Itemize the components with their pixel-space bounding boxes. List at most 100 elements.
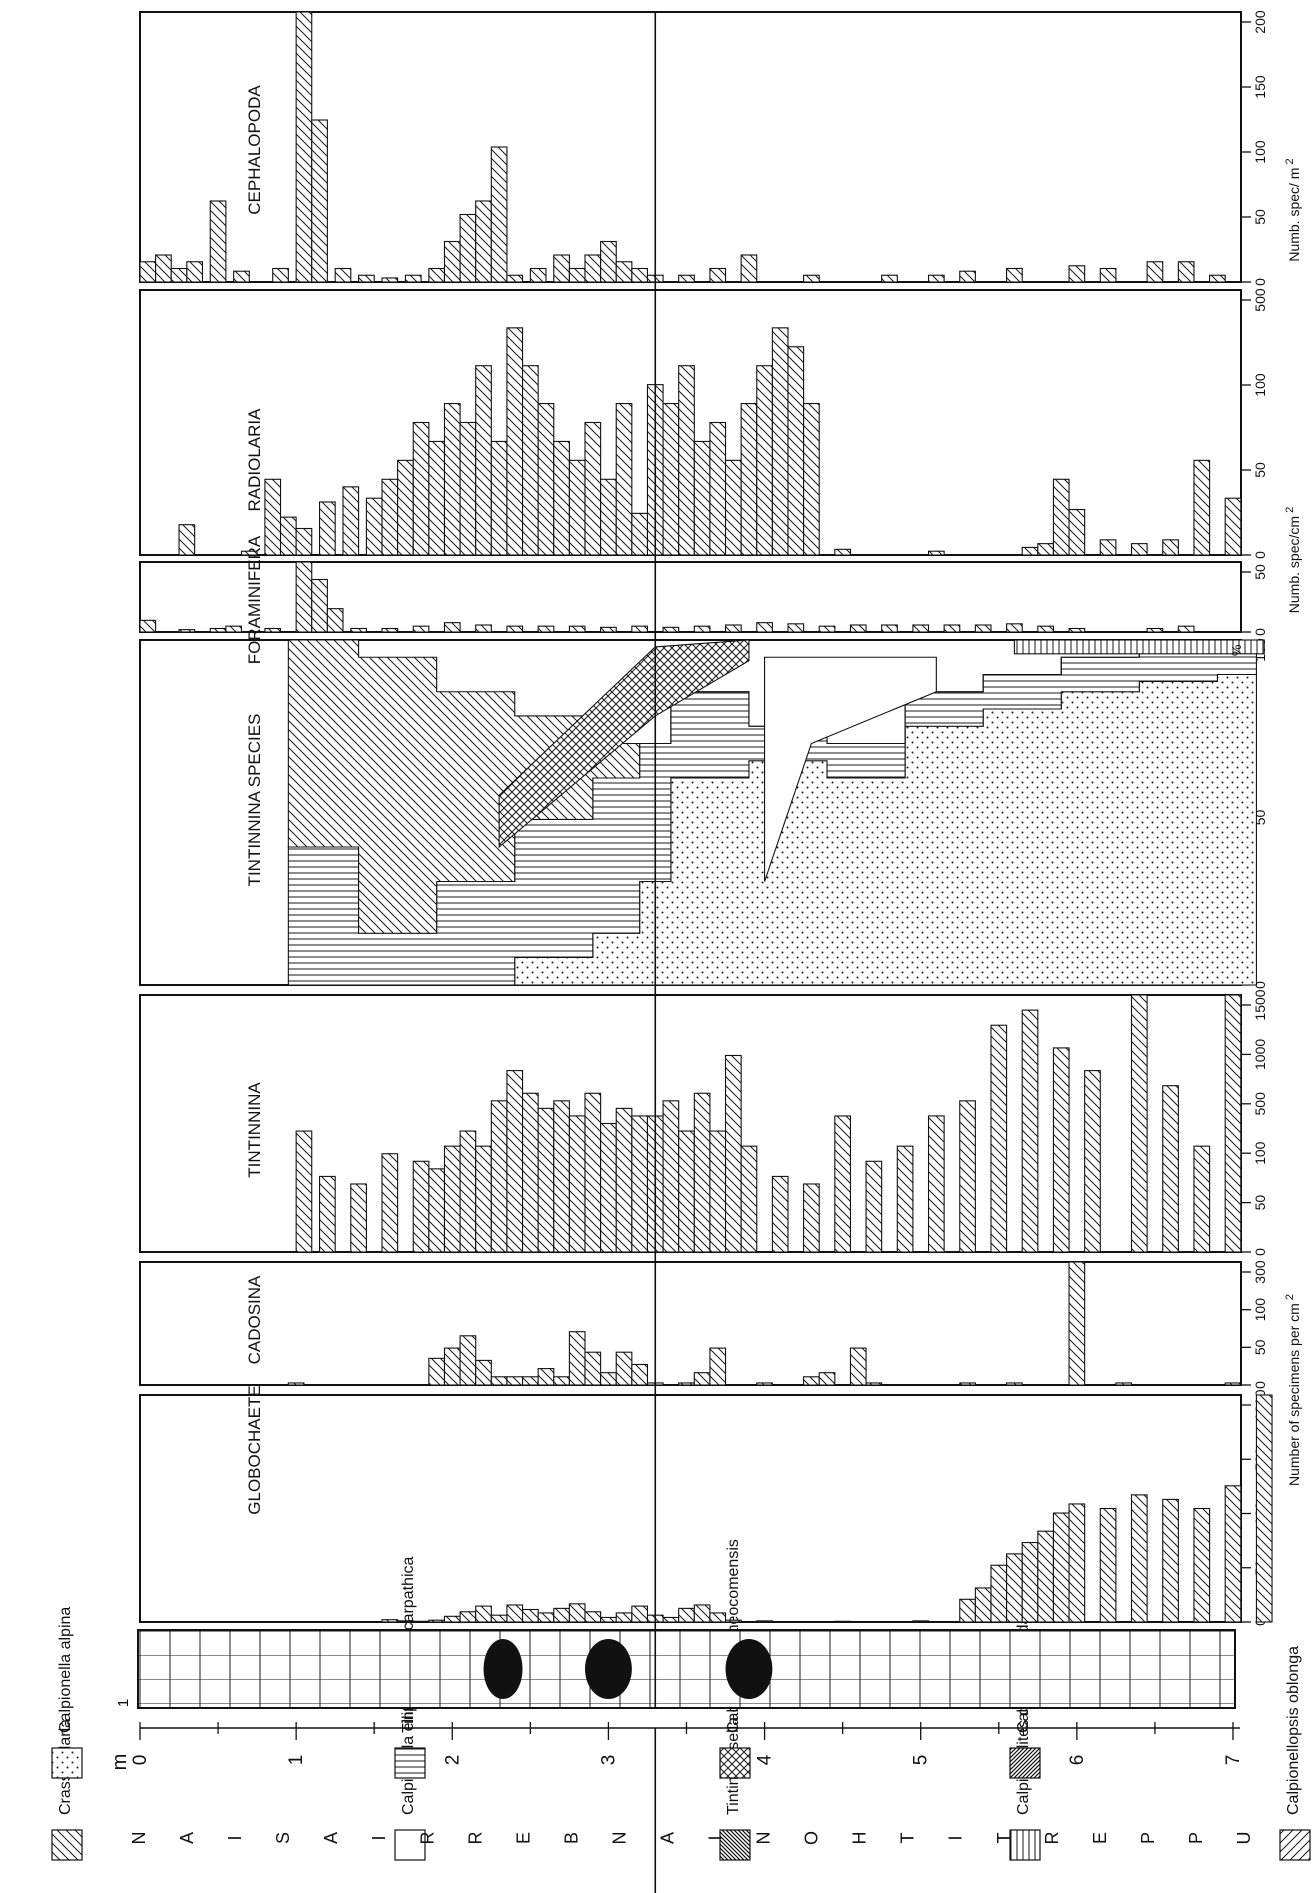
bar <box>209 200 227 283</box>
stage-letter: O <box>802 1831 822 1845</box>
bar <box>397 1620 414 1623</box>
bar <box>428 267 446 283</box>
bar <box>186 261 204 283</box>
stage-letter: A <box>177 1832 197 1844</box>
legend-swatch-carpathica <box>394 1747 426 1779</box>
bar <box>693 1372 711 1386</box>
bar <box>631 625 649 633</box>
panel-title: RADIOLARIA <box>245 408 264 512</box>
bar <box>475 200 492 283</box>
bar <box>506 625 524 633</box>
bar <box>553 1607 570 1623</box>
bar <box>1006 1553 1023 1623</box>
legend-item-elliptica: Calpionella elliptica <box>394 1678 426 1861</box>
bar <box>1193 459 1211 556</box>
stage-letter: N <box>609 1832 629 1845</box>
bar <box>631 1363 649 1386</box>
bar <box>959 1100 976 1253</box>
bar <box>600 1372 617 1386</box>
bar <box>990 1564 1008 1623</box>
bar <box>834 1620 851 1623</box>
bar <box>974 624 992 633</box>
bar <box>506 274 524 283</box>
bar <box>443 622 461 633</box>
axis-title-numb-spec-cm2-text: Numb. spec/cm <box>1286 516 1302 613</box>
bar <box>139 619 157 633</box>
bar <box>709 421 727 556</box>
bar <box>490 1100 508 1253</box>
value-tick-label: 0 <box>1252 1248 1268 1256</box>
bar <box>1068 1261 1086 1386</box>
bar <box>264 478 282 556</box>
value-tick-label: 500 <box>1252 1092 1268 1116</box>
bar <box>319 501 336 556</box>
axis-title-numb-spec-m2: Numb. spec/ m 2 <box>1284 158 1302 261</box>
stage-letter: P <box>1138 1832 1158 1844</box>
bar <box>240 550 258 556</box>
lithology-log <box>137 1629 1236 1709</box>
bar <box>1130 994 1148 1253</box>
bar <box>678 365 695 556</box>
bar <box>443 1615 461 1623</box>
bar <box>311 578 328 633</box>
bar <box>756 365 773 556</box>
legend-swatch-dadayi <box>1009 1747 1041 1779</box>
bar <box>709 267 727 283</box>
panel-cephalopoda: 0 50 100 150 200 CEPHALOPODA <box>139 10 1268 286</box>
bar <box>740 403 758 556</box>
bar <box>1052 478 1070 556</box>
bar <box>443 1145 461 1253</box>
bar <box>529 267 547 283</box>
bar <box>233 270 250 283</box>
bar <box>803 403 820 556</box>
bar <box>264 627 282 633</box>
depth-tick-label-2: 2 <box>442 1755 463 1766</box>
axis-titles: Number of specimens per cm 2 Numb. spec/c… <box>1284 158 1302 1486</box>
bar <box>279 516 297 556</box>
bar <box>139 261 157 283</box>
value-tick-label: 150 <box>1252 75 1268 99</box>
bar <box>381 478 399 556</box>
bar <box>506 327 524 556</box>
stage-letter: N <box>754 1832 774 1845</box>
bar <box>295 11 313 283</box>
panel-title: TINTINNINA <box>245 1082 264 1178</box>
bar <box>1115 1382 1133 1386</box>
bar <box>1193 1507 1211 1623</box>
bar <box>475 1359 492 1386</box>
bar <box>756 1620 773 1623</box>
bar <box>475 1605 492 1623</box>
bar <box>943 624 961 633</box>
bar <box>662 1616 680 1623</box>
bar <box>475 365 492 556</box>
bar <box>459 1130 477 1253</box>
bar <box>849 1347 867 1386</box>
bar <box>709 1347 727 1386</box>
panel-globochaete: 0501005001000GLOBOCHAETE <box>139 1385 1273 1626</box>
axis-title-numb-spec-cm2-superscript: 2 <box>1284 507 1296 516</box>
value-tick-label: 50 <box>1252 1195 1268 1211</box>
axis-title-number-per-cm2: Number of specimens per cm 2 <box>1284 1294 1302 1486</box>
stage-letter: I <box>946 1835 966 1840</box>
bar <box>724 624 742 633</box>
bar <box>678 1382 695 1386</box>
bar <box>631 512 649 556</box>
bar <box>404 274 422 283</box>
value-tick-label: 50 <box>1252 564 1268 580</box>
bar <box>740 254 758 283</box>
bar <box>443 240 461 283</box>
bar <box>537 1612 555 1623</box>
bar <box>568 1331 586 1386</box>
value-tick-label: 0 <box>1252 1381 1268 1389</box>
bar <box>170 267 188 283</box>
bar <box>428 1357 446 1386</box>
bar <box>428 1168 446 1253</box>
bar <box>1255 1394 1273 1623</box>
bar <box>1146 627 1164 633</box>
bar <box>615 1351 633 1386</box>
bar <box>959 1598 976 1623</box>
bar <box>319 1175 336 1253</box>
legend-item-alpina: Calpionella alpina <box>51 1607 83 1779</box>
bar <box>771 327 789 556</box>
bar <box>381 627 399 633</box>
